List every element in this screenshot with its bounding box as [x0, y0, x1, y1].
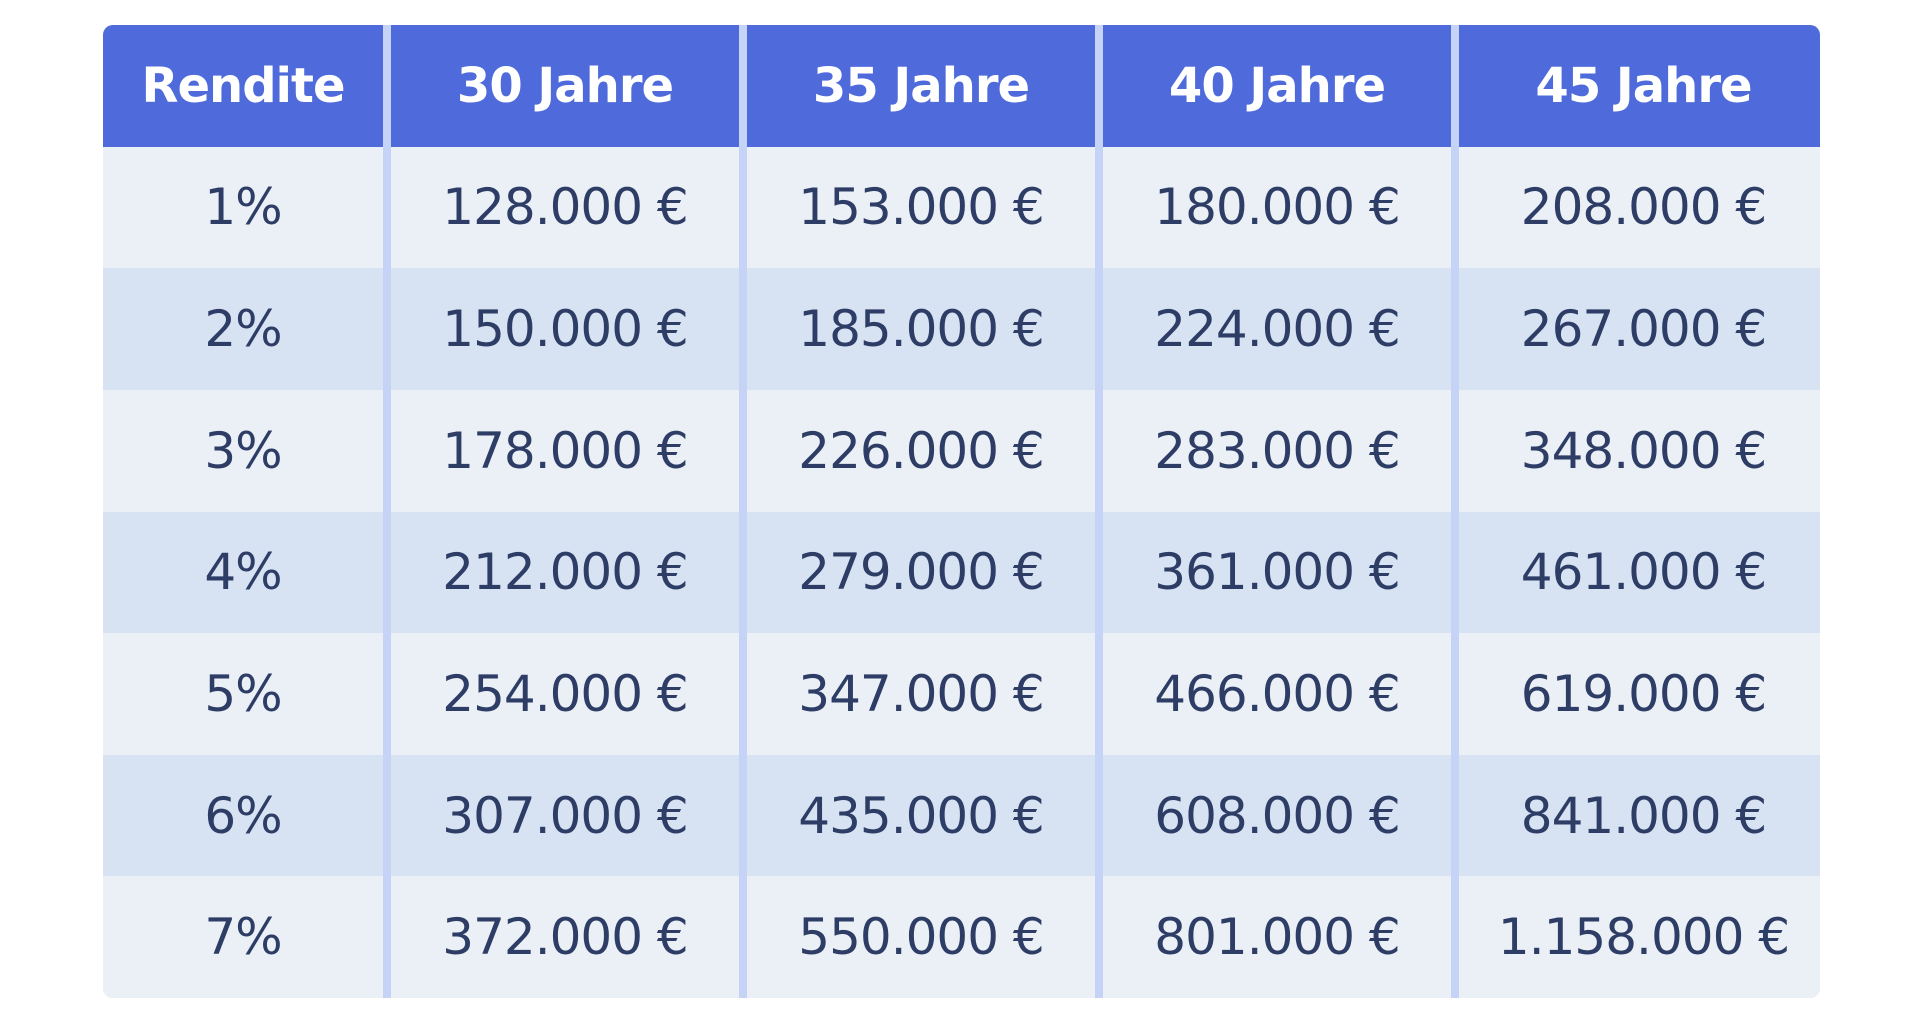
cell-45-jahre: 267.000 €: [1459, 268, 1820, 390]
header-35-jahre: 35 Jahre: [747, 25, 1095, 147]
cell-35-jahre: 550.000 €: [747, 876, 1095, 998]
cell-30-jahre: 128.000 €: [391, 146, 739, 269]
cell-rendite: 4%: [103, 511, 383, 634]
cell-35-jahre: 279.000 €: [747, 511, 1095, 634]
cell-30-jahre: 178.000 €: [391, 389, 739, 512]
cell-45-jahre: 841.000 €: [1459, 754, 1820, 877]
cell-rendite: 7%: [103, 876, 383, 998]
return-table: Rendite 30 Jahre 35 Jahre 40 Jahre 45 Ja…: [103, 25, 1820, 998]
header-30-jahre: 30 Jahre: [391, 25, 739, 147]
header-40-jahre: 40 Jahre: [1103, 25, 1451, 147]
header-45-jahre: 45 Jahre: [1459, 25, 1820, 147]
cell-35-jahre: 435.000 €: [747, 754, 1095, 877]
cell-35-jahre: 185.000 €: [747, 268, 1095, 390]
cell-30-jahre: 254.000 €: [391, 633, 739, 755]
cell-rendite: 6%: [103, 754, 383, 877]
cell-40-jahre: 224.000 €: [1103, 268, 1451, 390]
cell-40-jahre: 466.000 €: [1103, 633, 1451, 755]
cell-45-jahre: 348.000 €: [1459, 389, 1820, 512]
table-grid: Rendite 30 Jahre 35 Jahre 40 Jahre 45 Ja…: [103, 25, 1820, 998]
cell-35-jahre: 347.000 €: [747, 633, 1095, 755]
cell-rendite: 2%: [103, 268, 383, 390]
cell-40-jahre: 361.000 €: [1103, 511, 1451, 634]
cell-40-jahre: 801.000 €: [1103, 876, 1451, 998]
cell-35-jahre: 153.000 €: [747, 146, 1095, 269]
cell-45-jahre: 1.158.000 €: [1459, 876, 1820, 998]
cell-45-jahre: 461.000 €: [1459, 511, 1820, 634]
cell-rendite: 1%: [103, 146, 383, 269]
cell-30-jahre: 150.000 €: [391, 268, 739, 390]
cell-40-jahre: 283.000 €: [1103, 389, 1451, 512]
cell-30-jahre: 372.000 €: [391, 876, 739, 998]
cell-30-jahre: 307.000 €: [391, 754, 739, 877]
cell-rendite: 5%: [103, 633, 383, 755]
cell-40-jahre: 608.000 €: [1103, 754, 1451, 877]
header-rendite: Rendite: [103, 25, 383, 147]
cell-rendite: 3%: [103, 389, 383, 512]
cell-35-jahre: 226.000 €: [747, 389, 1095, 512]
cell-45-jahre: 208.000 €: [1459, 146, 1820, 269]
cell-40-jahre: 180.000 €: [1103, 146, 1451, 269]
cell-45-jahre: 619.000 €: [1459, 633, 1820, 755]
cell-30-jahre: 212.000 €: [391, 511, 739, 634]
